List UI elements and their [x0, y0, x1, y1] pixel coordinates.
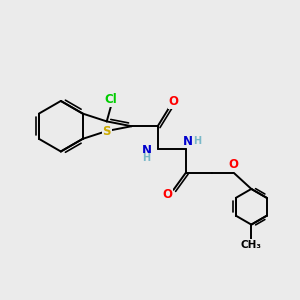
Text: N: N [183, 135, 193, 148]
Text: CH₃: CH₃ [241, 240, 262, 250]
Text: N: N [141, 143, 152, 157]
Text: H: H [193, 136, 201, 146]
Text: H: H [142, 153, 151, 163]
Text: Cl: Cl [105, 94, 118, 106]
Text: S: S [103, 124, 111, 137]
Text: O: O [162, 188, 172, 201]
Text: O: O [229, 158, 238, 171]
Text: O: O [169, 95, 179, 108]
